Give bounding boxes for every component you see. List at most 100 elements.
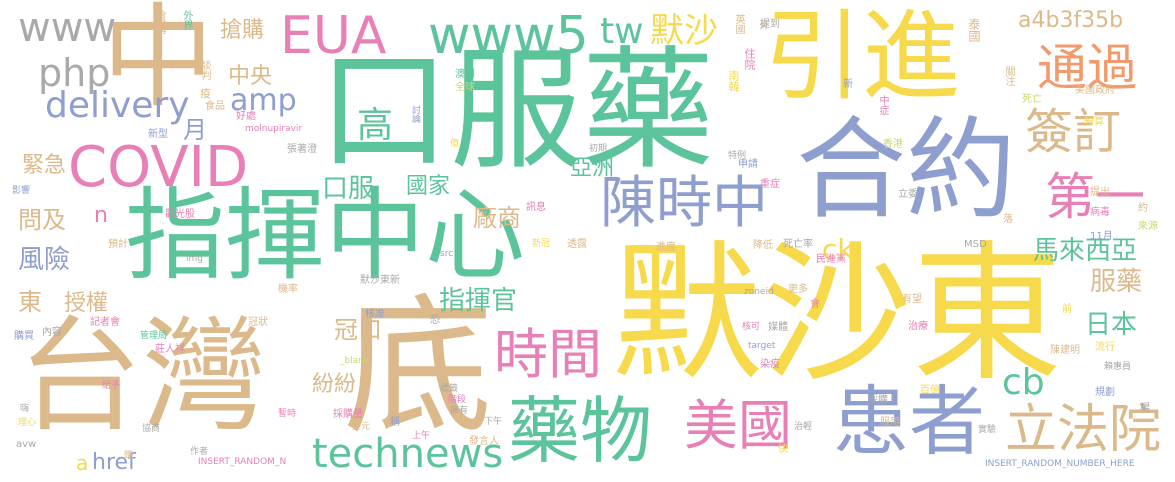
word: 外界 <box>181 10 192 30</box>
word: technews <box>312 431 504 477</box>
word: 國家 <box>406 174 451 199</box>
word: 通過 <box>1037 39 1137 97</box>
word: 標籤 <box>440 384 459 394</box>
word: 更多 <box>788 284 808 295</box>
word: 11月 <box>1090 231 1113 242</box>
word: _blank <box>340 356 370 366</box>
word: 會 <box>810 299 820 310</box>
word: 治療 <box>908 321 928 332</box>
word: 美元 <box>352 422 371 432</box>
word: 新型 <box>148 129 168 140</box>
word: 特例 <box>728 151 747 161</box>
word: 內容 <box>42 327 62 338</box>
word: 染疫 <box>760 359 780 370</box>
word: 購買 <box>14 331 34 342</box>
word: 新冠 <box>532 239 551 249</box>
word: 搶購 <box>220 18 265 43</box>
word: 默沙東新 <box>360 275 400 286</box>
word: 指揮官 <box>439 286 518 316</box>
word: 外 <box>757 20 768 30</box>
word: 立委 <box>898 189 918 200</box>
word: molnupiravir <box>245 124 303 134</box>
word: 月 <box>183 116 207 144</box>
word: 稱 <box>390 417 400 428</box>
word: 約 <box>1138 203 1148 214</box>
word: 時間 <box>494 323 602 386</box>
word: 核可 <box>742 322 761 332</box>
word: 廠商 <box>473 204 521 232</box>
word: 馬來西亞 <box>1033 236 1138 266</box>
word: 楊 <box>1140 403 1150 414</box>
word: 口服藥 <box>318 34 714 188</box>
word: 來源 <box>1138 221 1158 232</box>
word: 討論 <box>410 105 420 123</box>
word: zoneid <box>744 287 774 297</box>
word: 好處 <box>236 111 256 122</box>
word: 香港 <box>883 139 903 150</box>
word: 提出 <box>1090 187 1110 198</box>
word: 暫時 <box>278 409 297 419</box>
word: INSERT_RANDOM_N <box>198 457 287 467</box>
word: 發言人 <box>469 436 499 447</box>
word: 流行 <box>1095 342 1115 353</box>
word: avw <box>16 439 37 450</box>
word: 協商 <box>142 424 161 434</box>
word: 東 <box>18 288 42 316</box>
word: 默沙東 <box>612 228 1063 402</box>
word: 搶購 <box>153 10 167 34</box>
word: 食品 <box>205 101 225 112</box>
word: 英國 <box>733 14 744 34</box>
word: 媒體 <box>768 322 788 333</box>
word: 預計 <box>108 239 128 250</box>
word: 新 <box>843 79 853 90</box>
word: 初期 <box>589 144 608 154</box>
word: 患者 <box>833 377 985 466</box>
word: 有望 <box>902 294 922 305</box>
word: 陳時中 <box>600 171 768 236</box>
word: 落 <box>1003 214 1013 225</box>
word: 死亡率 <box>783 239 813 250</box>
word: src <box>440 249 454 259</box>
word: 泰國 <box>967 18 981 42</box>
word: 莊人祥 <box>155 344 185 355</box>
word: 訊息 <box>526 202 546 213</box>
word: 澳洲 <box>455 69 475 80</box>
word: 立法院 <box>1005 400 1162 460</box>
word: img <box>186 254 203 264</box>
word: 南韓 <box>727 70 740 92</box>
word: 前 <box>1062 304 1072 315</box>
word: 冠狀 <box>248 317 268 328</box>
word: 底 <box>343 281 494 455</box>
word: 亞洲 <box>570 156 615 181</box>
word: php <box>38 51 111 95</box>
word: 階段 <box>448 395 467 405</box>
word: n <box>94 203 108 228</box>
word: 引進 <box>764 0 961 114</box>
word: 快 <box>778 444 788 455</box>
word: a4b3f35b <box>1018 8 1124 33</box>
word: 上午 <box>412 431 431 441</box>
word: 服用 <box>880 417 900 428</box>
word: 購 <box>124 451 134 461</box>
word: COVID <box>68 135 249 200</box>
word: 機率 <box>278 284 298 295</box>
word: 採購 <box>868 395 888 406</box>
word: 藥物 <box>508 389 653 473</box>
word: 美國 <box>684 394 792 457</box>
word: 規劃 <box>1095 387 1115 398</box>
word: 服藥 <box>1090 267 1143 297</box>
word: 理心 <box>18 418 37 428</box>
word: 下午 <box>484 417 503 427</box>
word: 合約 <box>796 106 1016 234</box>
word: 風險 <box>18 245 71 275</box>
word: amp <box>230 83 297 118</box>
word: cb <box>1002 362 1045 403</box>
word: 全球 <box>455 82 475 93</box>
word: 實驗 <box>978 425 997 435</box>
word: www5 <box>428 6 589 66</box>
word: 張著澄 <box>287 144 317 155</box>
word: 日本 <box>1085 310 1138 340</box>
word: 恐 <box>430 315 440 326</box>
word: EUA <box>280 6 387 66</box>
